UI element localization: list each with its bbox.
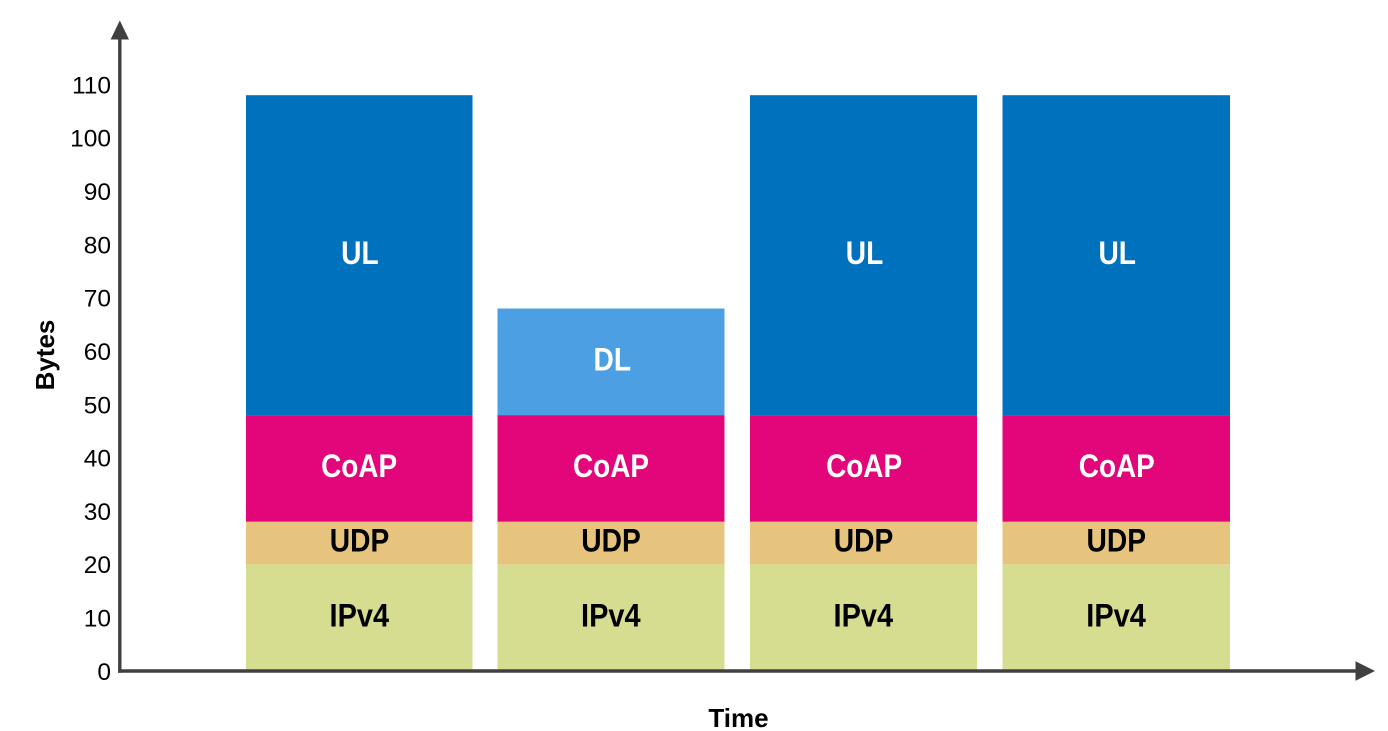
svg-text:Bytes: Bytes — [30, 320, 60, 391]
svg-text:UDP: UDP — [330, 522, 390, 558]
svg-text:Time: Time — [708, 703, 768, 731]
svg-text:40: 40 — [84, 446, 111, 473]
svg-text:110: 110 — [72, 72, 111, 99]
svg-text:UL: UL — [1098, 235, 1136, 271]
svg-text:50: 50 — [84, 392, 111, 419]
svg-text:UL: UL — [341, 235, 379, 271]
svg-text:IPv4: IPv4 — [330, 598, 390, 634]
svg-text:UDP: UDP — [1087, 522, 1147, 558]
svg-text:IPv4: IPv4 — [1086, 598, 1146, 634]
svg-text:70: 70 — [84, 286, 111, 313]
svg-text:CoAP: CoAP — [1079, 448, 1155, 484]
svg-text:30: 30 — [84, 499, 111, 526]
svg-text:100: 100 — [70, 126, 111, 153]
svg-text:20: 20 — [84, 552, 111, 579]
svg-text:CoAP: CoAP — [321, 448, 397, 484]
svg-text:CoAP: CoAP — [573, 448, 649, 484]
svg-text:90: 90 — [84, 179, 111, 206]
svg-text:10: 10 — [84, 606, 111, 633]
svg-text:UDP: UDP — [581, 522, 641, 558]
svg-text:IPv4: IPv4 — [581, 598, 641, 634]
svg-text:UDP: UDP — [834, 522, 894, 558]
svg-text:60: 60 — [84, 339, 111, 366]
svg-text:80: 80 — [84, 232, 111, 259]
svg-text:DL: DL — [594, 341, 632, 377]
svg-text:0: 0 — [97, 659, 111, 686]
svg-text:UL: UL — [846, 235, 884, 271]
svg-text:IPv4: IPv4 — [834, 598, 894, 634]
svg-text:CoAP: CoAP — [826, 448, 902, 484]
